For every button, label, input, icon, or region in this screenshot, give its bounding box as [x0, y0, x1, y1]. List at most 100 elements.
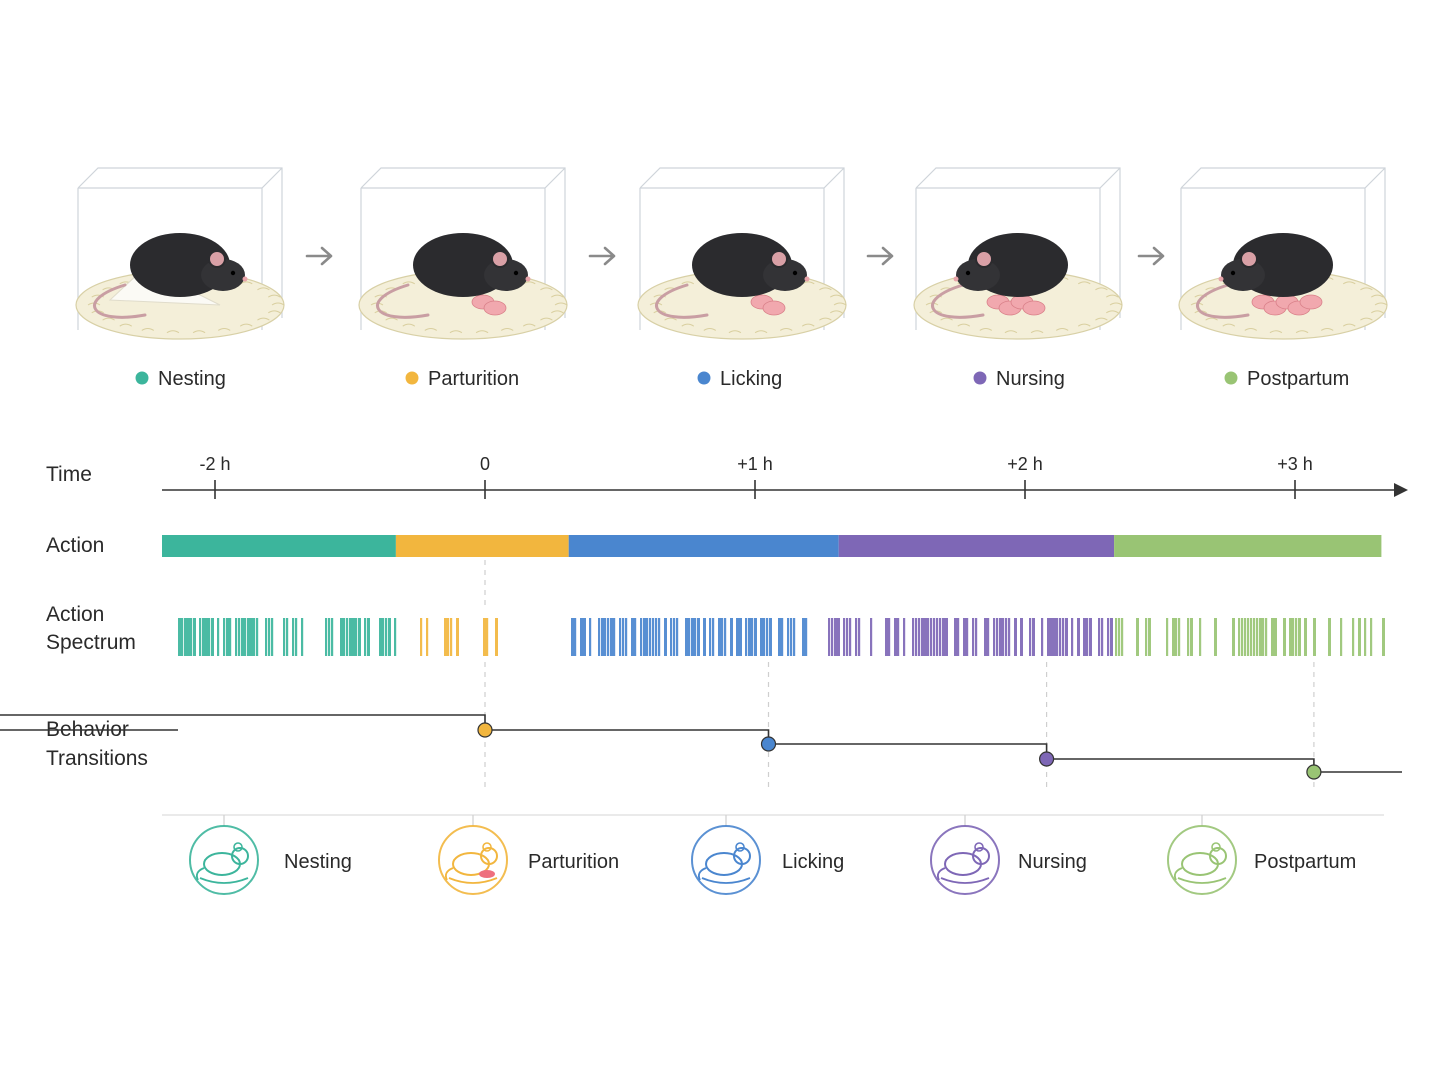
spectrum-event-nesting — [256, 618, 259, 656]
bedding-fiber — [1342, 281, 1356, 285]
bedding-fiber — [1269, 330, 1283, 334]
icon-mouse-tail — [936, 867, 946, 881]
spectrum-event-nursing — [903, 618, 906, 656]
mouse-ear — [770, 250, 788, 268]
bedding-fiber — [554, 302, 568, 306]
spectrum-event-parturition — [486, 618, 489, 656]
bedding-fiber — [550, 294, 564, 298]
spectrum-event-parturition — [483, 618, 486, 656]
spectrum-event-postpartum — [1262, 618, 1265, 656]
action-bar-segment-postpartum — [1114, 535, 1382, 557]
spectrum-event-postpartum — [1214, 618, 1217, 656]
spectrum-event-nursing — [1083, 618, 1086, 656]
spectrum-event-nursing — [1008, 618, 1011, 656]
icon-nest-line — [448, 877, 498, 884]
spectrum-event-nursing — [1050, 618, 1053, 656]
spectrum-event-licking — [787, 618, 790, 656]
spectrum-event-nursing — [828, 618, 831, 656]
spectrum-event-nursing — [1077, 618, 1080, 656]
time-axis-arrowhead — [1394, 483, 1408, 497]
bedding-fiber — [728, 330, 742, 334]
panel-parturition — [358, 167, 568, 340]
mouse-tail — [655, 283, 709, 319]
right-arrow-icon — [588, 246, 616, 266]
mouse-tail — [376, 283, 430, 319]
spectrum-event-nursing — [897, 618, 900, 656]
spectrum-event-nesting — [193, 618, 196, 656]
icon-mouse-ear — [974, 842, 984, 852]
time-axis: -2 h 0 +1 h +2 h +3 h — [162, 454, 1408, 499]
bedding-fiber — [239, 323, 253, 327]
spectrum-event-postpartum — [1232, 618, 1235, 656]
spectrum-event-licking — [709, 618, 712, 656]
spectrum-event-nursing — [846, 618, 849, 656]
spectrum-event-nursing — [1065, 618, 1068, 656]
icon-mouse-tail — [444, 867, 454, 881]
spectrum-event-licking — [778, 618, 781, 656]
bedding-fiber — [141, 327, 155, 331]
spectrum-event-licking — [652, 618, 655, 656]
stage-legend-label: Licking — [720, 368, 782, 390]
stage-legend-item: Postpartum — [1224, 368, 1349, 390]
bedding-fiber — [402, 323, 416, 327]
spectrum-event-postpartum — [1274, 618, 1277, 656]
spectrum-event-nesting — [382, 618, 385, 656]
spectrum-event-nesting — [211, 618, 214, 656]
spectrum-event-postpartum — [1187, 618, 1190, 656]
bedding-fiber — [801, 323, 815, 327]
spectrum-event-licking — [601, 618, 604, 656]
spectrum-event-nursing — [831, 618, 834, 656]
spectrum-event-licking — [583, 618, 586, 656]
spectrum-event-licking — [694, 618, 697, 656]
action-bar-segment-parturition — [395, 535, 569, 557]
mouse-eye — [230, 270, 236, 276]
spectrum-event-nesting — [226, 618, 229, 656]
spectrum-event-nursing — [834, 618, 837, 656]
stage-legend-item: Parturition — [405, 368, 519, 390]
bedding-fiber — [681, 281, 695, 285]
spectrum-event-nesting — [295, 618, 298, 656]
bedding-fiber — [217, 327, 231, 331]
legend-item-parturition: Parturition — [438, 815, 619, 895]
legend-item-licking: Licking — [691, 815, 844, 895]
spectrum-event-nesting — [325, 618, 328, 656]
spectrum-event-parturition — [450, 618, 453, 656]
spectrum-event-licking — [763, 618, 766, 656]
transition-point-postpartum — [1306, 764, 1322, 780]
spectrum-event-nursing — [894, 618, 897, 656]
bedding-fiber — [1105, 294, 1119, 298]
spectrum-event-licking — [751, 618, 754, 656]
spectrum-event-postpartum — [1313, 618, 1316, 656]
bedding-fiber — [681, 323, 695, 327]
spectrum-event-licking — [631, 618, 634, 656]
mouse-ear — [491, 250, 509, 268]
spectrum-event-postpartum — [1118, 618, 1121, 656]
icon-nest-line — [1177, 877, 1227, 884]
spectrum-event-postpartum — [1178, 618, 1181, 656]
spectrum-event-nursing — [1071, 618, 1074, 656]
bedding-fiber — [1004, 330, 1018, 334]
spectrum-event-nursing — [1059, 618, 1062, 656]
mouse-head — [201, 259, 245, 291]
stage-dot — [405, 371, 419, 385]
spectrum-event-postpartum — [1289, 618, 1292, 656]
right-arrow-icon — [866, 246, 894, 266]
stage-dot — [1224, 371, 1238, 385]
spectrum-event-nursing — [843, 618, 846, 656]
bedding-fiber — [257, 317, 270, 321]
right-arrow-icon — [305, 246, 333, 266]
spectrum-event-licking — [760, 618, 763, 656]
spectrum-event-licking — [619, 618, 622, 656]
legend-item-postpartum: Postpartum — [1167, 815, 1356, 895]
behavior-icon-legend: Nesting Parturition Licking Nursing Postpart… — [189, 815, 1356, 895]
spectrum-event-parturition — [444, 618, 447, 656]
spectrum-event-nesting — [178, 618, 181, 656]
spectrum-event-nesting — [286, 618, 289, 656]
spectrum-event-nursing — [945, 618, 948, 656]
spectrum-event-nesting — [265, 618, 268, 656]
time-tick-label: +2 h — [1007, 454, 1043, 474]
spectrum-event-postpartum — [1253, 618, 1256, 656]
spectrum-event-licking — [670, 618, 673, 656]
bedding-fiber — [402, 281, 416, 285]
bedding-fiber — [449, 330, 463, 334]
